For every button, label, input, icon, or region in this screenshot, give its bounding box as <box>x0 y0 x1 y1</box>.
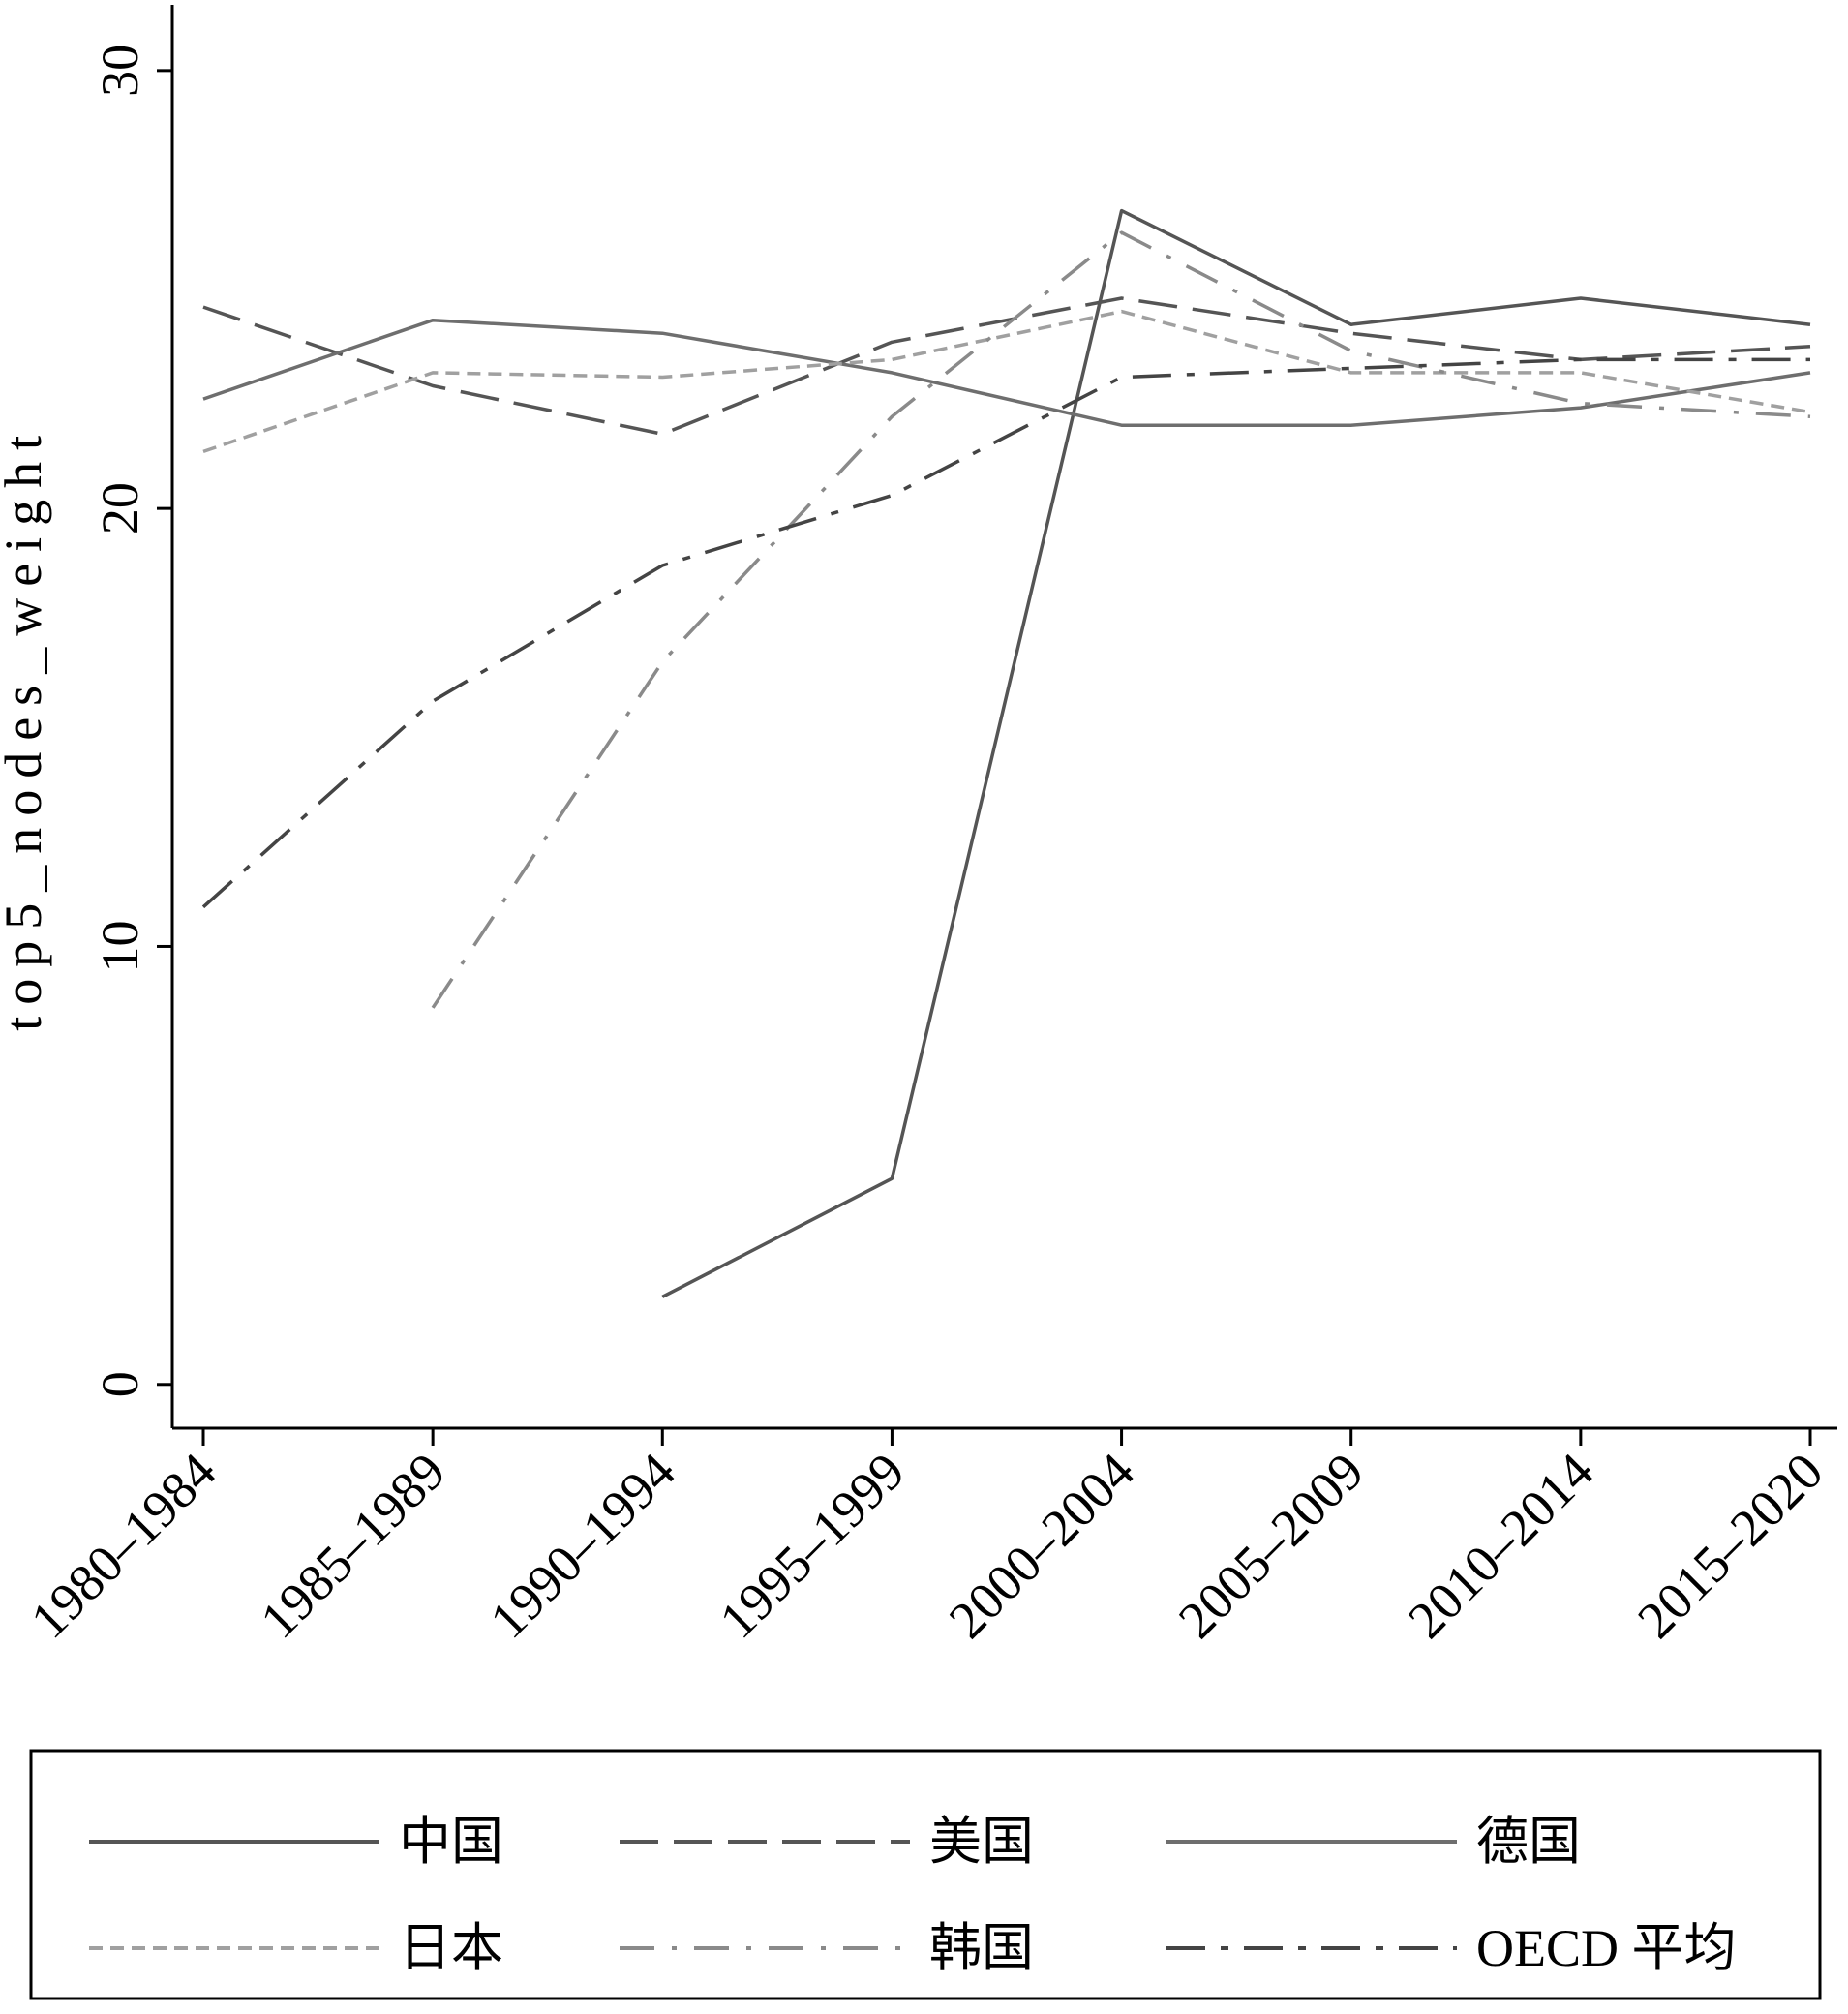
x-tick-label: 2010–2014 <box>1397 1442 1604 1649</box>
series-line-4 <box>431 230 1811 1009</box>
series-line-3 <box>202 309 1811 454</box>
x-tick-label: 1985–1989 <box>249 1442 456 1649</box>
y-tick-label: 30 <box>91 45 149 97</box>
x-tick-label: 2000–2004 <box>938 1442 1145 1649</box>
legend-label-5: OECD 平均 <box>1476 1919 1737 1977</box>
y-tick-label: 0 <box>91 1371 149 1397</box>
x-tick-label: 1980–1984 <box>19 1442 227 1649</box>
legend-label-1: 美国 <box>929 1813 1034 1871</box>
y-tick-label: 10 <box>91 920 149 972</box>
x-tick-label: 1995–1999 <box>709 1442 916 1649</box>
legend-label-0: 中国 <box>399 1813 503 1871</box>
series-line-0 <box>661 208 1811 1298</box>
series-line-1 <box>202 296 1811 437</box>
x-tick-label: 1990–1994 <box>479 1442 686 1649</box>
x-tick-label: 2015–2020 <box>1626 1442 1833 1649</box>
legend-box <box>29 1749 1822 2000</box>
x-tick-label: 2005–2009 <box>1167 1442 1375 1649</box>
series-line-5 <box>201 357 1810 909</box>
axes-layer: 0 10 20 30 top5_nodes_weight 1980–1984 1985–19… <box>0 5 1837 1649</box>
legend-label-4: 韩国 <box>929 1919 1034 1977</box>
series-line-2 <box>202 318 1811 427</box>
y-tick-label: 20 <box>91 482 149 534</box>
legend-label-3: 日本 <box>399 1919 503 1977</box>
y-axis-title: top5_nodes_weight <box>0 424 52 1031</box>
series-layer <box>201 208 1811 1298</box>
legend-label-2: 德国 <box>1476 1813 1581 1871</box>
